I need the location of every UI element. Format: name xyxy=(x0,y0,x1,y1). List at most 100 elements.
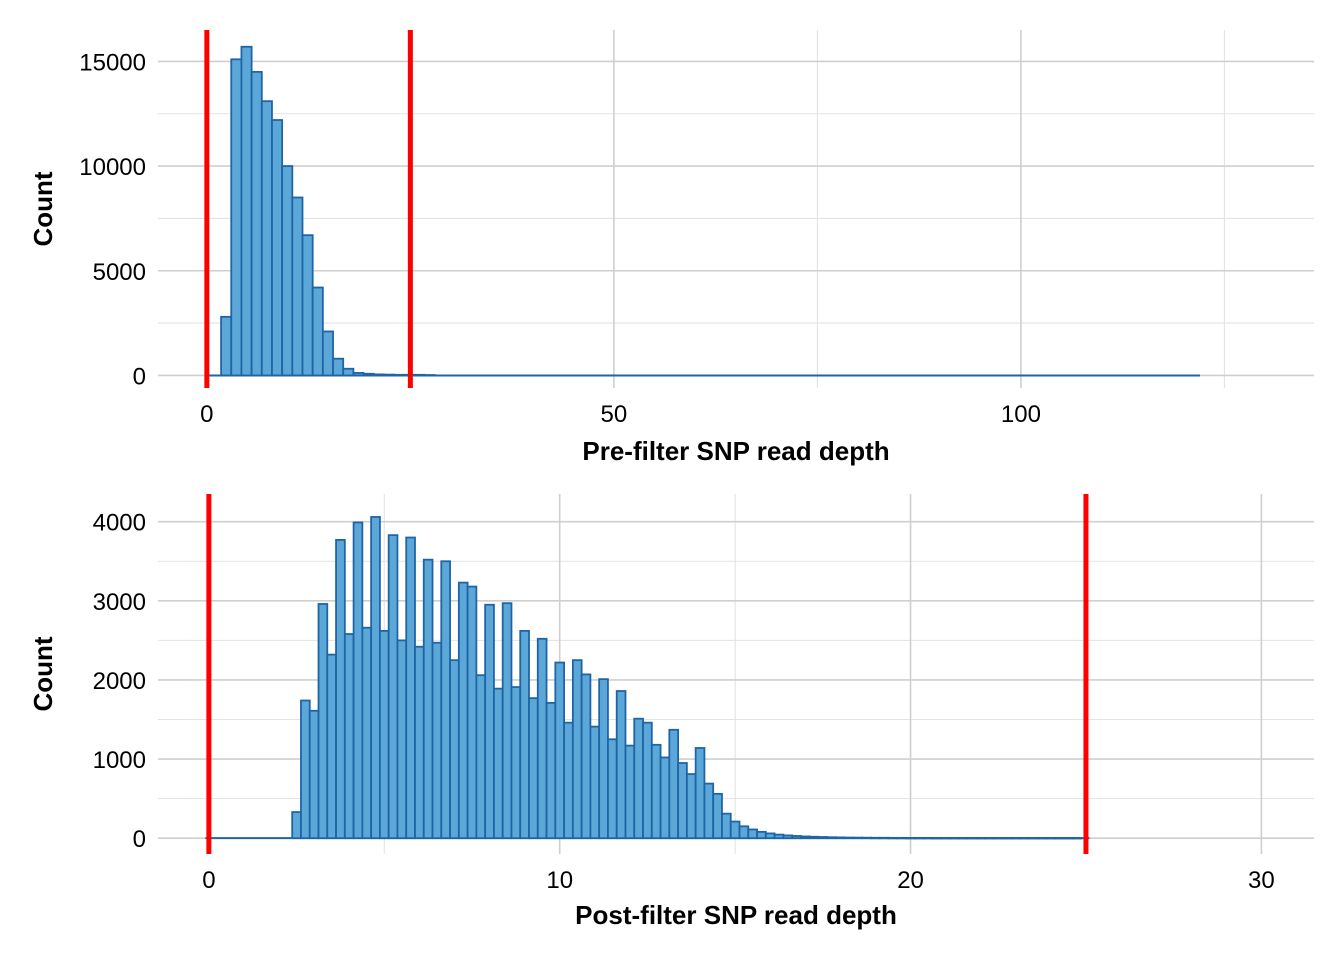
histogram-bar xyxy=(370,516,381,840)
y-tick-label: 3000 xyxy=(93,589,146,616)
histogram-bar xyxy=(383,373,395,377)
histogram-bar xyxy=(260,100,273,377)
histogram-bar xyxy=(571,659,583,840)
histogram-bar xyxy=(362,372,375,377)
x-axis-title: Pre-filter SNP read depth xyxy=(582,436,889,466)
x-tick-label: 0 xyxy=(202,867,215,894)
histogram-bar xyxy=(685,773,697,840)
x-tick-label: 10 xyxy=(546,867,573,894)
histogram-bar xyxy=(1054,837,1065,840)
y-tick-label: 5000 xyxy=(93,259,146,286)
histogram-bar xyxy=(342,367,355,377)
histogram-bar xyxy=(387,534,399,840)
histogram-bar xyxy=(992,837,1004,840)
histogram-bar xyxy=(300,699,311,840)
histogram-bar xyxy=(607,738,618,840)
histogram-bar xyxy=(870,836,881,840)
histogram-bar xyxy=(372,373,385,377)
x-tick-label: 20 xyxy=(897,867,924,894)
y-axis-title: Count xyxy=(28,171,58,246)
histogram-bar xyxy=(589,725,601,840)
histogram-bar xyxy=(677,762,688,840)
histogram-bar xyxy=(301,234,314,377)
y-tick-label: 0 xyxy=(133,363,146,390)
histogram-bar xyxy=(957,837,969,840)
histogram-bar xyxy=(624,744,636,840)
histogram-bar xyxy=(703,782,715,840)
histogram-bar xyxy=(220,315,233,377)
y-tick-label: 4000 xyxy=(93,510,146,537)
panel-post-filter: 0 10 20 30 0 1000 2000 3000 4000 Post-filter SNP … xyxy=(28,494,1314,930)
histogram-bar xyxy=(852,836,864,840)
histogram-bar xyxy=(396,639,408,840)
histogram-bar xyxy=(361,626,373,840)
histogram-bar xyxy=(580,673,592,840)
histogram-bar xyxy=(308,709,320,840)
histogram-bar xyxy=(905,837,916,840)
histogram-bar xyxy=(457,581,469,840)
histogram-bar xyxy=(1063,837,1074,840)
histogram-bar xyxy=(240,45,253,377)
histogram-bar xyxy=(914,837,925,840)
histogram-bar xyxy=(335,538,346,840)
histogram-bar xyxy=(1028,837,1039,840)
histogram-bar xyxy=(694,747,706,840)
histogram-bar xyxy=(484,603,495,840)
histogram-bar xyxy=(650,743,662,840)
histogram-bar xyxy=(966,837,978,840)
histogram-bar xyxy=(414,645,425,840)
y-tick-label: 10000 xyxy=(79,154,146,181)
histogram-bar xyxy=(321,330,334,377)
histogram-bar xyxy=(405,536,416,840)
histogram-bar xyxy=(826,836,837,840)
histogram-bar xyxy=(1001,837,1013,840)
histogram-bar xyxy=(422,558,434,840)
histogram-bar xyxy=(291,811,302,840)
histogram-bar xyxy=(493,687,504,840)
histogram-bar xyxy=(642,721,653,840)
histogram-bar xyxy=(423,374,436,377)
histogram-bar xyxy=(554,661,565,840)
y-tick-label: 15000 xyxy=(79,49,146,76)
histogram-bar xyxy=(782,834,794,840)
histogram-bar xyxy=(440,560,451,840)
y-tick-label: 0 xyxy=(133,826,146,853)
histogram-bar xyxy=(1045,837,1057,840)
histogram-bar xyxy=(466,585,478,840)
histogram-bar xyxy=(721,812,732,840)
histogram-bar xyxy=(940,837,951,840)
histogram-bar xyxy=(393,373,406,377)
histogram-bar xyxy=(729,820,741,840)
histogram-bar xyxy=(668,728,680,840)
histogram-bar xyxy=(431,641,443,840)
histogram-bar xyxy=(896,836,908,840)
histogram-bar xyxy=(352,521,364,840)
histogram-bar xyxy=(1036,837,1048,840)
histogram-bar xyxy=(311,286,324,377)
histogram-bar xyxy=(563,721,574,840)
histogram-bar xyxy=(449,659,460,840)
histogram-bar xyxy=(659,756,671,840)
histogram-bar xyxy=(633,717,644,840)
x-tick-label: 100 xyxy=(1001,401,1041,428)
histogram-bar xyxy=(984,837,995,840)
histogram-bar xyxy=(317,603,329,840)
histogram-bar xyxy=(281,165,294,377)
histogram-bar xyxy=(475,674,487,840)
histogram-bar xyxy=(343,633,355,840)
histogram-bar xyxy=(545,701,557,840)
histogram-bar xyxy=(843,836,855,840)
histogram-bar xyxy=(1019,837,1030,840)
histogram-bar xyxy=(712,792,723,840)
histogram-bar xyxy=(949,837,960,840)
histogram-bar xyxy=(598,678,609,840)
histogram-bar xyxy=(1010,837,1022,840)
histogram-bar xyxy=(291,196,304,377)
y-axis-title: Count xyxy=(28,636,58,711)
histogram-bar xyxy=(756,830,767,840)
histogram-bar xyxy=(922,837,934,840)
x-tick-label: 50 xyxy=(601,401,628,428)
histogram-bar xyxy=(501,602,513,840)
histogram-bar xyxy=(773,833,785,840)
